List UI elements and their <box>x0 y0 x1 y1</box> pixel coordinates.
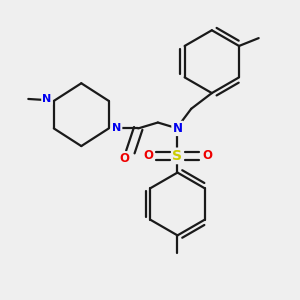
Text: O: O <box>119 152 130 165</box>
Text: N: N <box>42 94 52 104</box>
Text: O: O <box>202 149 212 162</box>
Text: N: N <box>112 123 121 134</box>
Text: O: O <box>143 149 153 162</box>
Text: S: S <box>172 149 182 163</box>
Text: N: N <box>172 122 182 135</box>
